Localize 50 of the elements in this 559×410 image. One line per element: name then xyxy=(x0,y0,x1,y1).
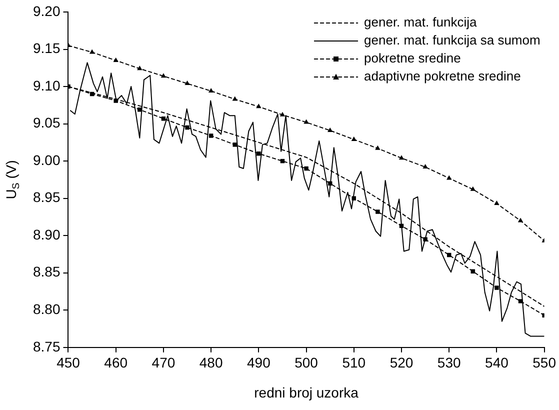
y-tick-label: 9.10 xyxy=(33,77,60,94)
point xyxy=(375,145,380,150)
point xyxy=(160,73,166,78)
x-axis-title: redni broj uzorka xyxy=(254,384,359,400)
point xyxy=(376,210,380,214)
legend-label: gener. mat. funkcija xyxy=(364,14,478,30)
legend-label: gener. mat. funkcija sa sumom xyxy=(364,32,540,48)
point xyxy=(184,80,190,86)
legend-label: adaptivne pokretne sredine xyxy=(364,68,521,84)
point xyxy=(494,286,499,290)
point xyxy=(351,136,356,141)
point xyxy=(494,200,500,206)
point xyxy=(304,166,308,171)
y-tick-label: 8.95 xyxy=(33,189,60,206)
x-tick-label: 490 xyxy=(246,354,271,371)
x-tick-label: 460 xyxy=(104,354,128,371)
x-tick-label: 480 xyxy=(199,354,223,371)
x-tick-label: 550 xyxy=(532,354,556,371)
x-tick-label: 510 xyxy=(342,354,366,371)
legend-label: pokretne sredine xyxy=(364,50,461,66)
point xyxy=(138,108,142,112)
y-tick-label: 9.20 xyxy=(33,2,60,19)
point xyxy=(280,112,286,116)
x-tick-label: 500 xyxy=(294,354,318,371)
y-tick-label: 8.85 xyxy=(33,264,60,280)
point xyxy=(518,218,524,222)
point xyxy=(470,186,476,191)
y-tick-label: 8.90 xyxy=(33,226,60,242)
point xyxy=(304,119,309,124)
point xyxy=(185,125,190,130)
point xyxy=(208,88,214,93)
y-tick-label: 8.80 xyxy=(33,300,60,317)
y-axis-title: US (V) xyxy=(2,160,22,200)
x-tick-label: 540 xyxy=(485,354,509,371)
point xyxy=(208,134,214,138)
y-tick-label: 8.75 xyxy=(33,338,60,354)
point xyxy=(398,155,404,160)
x-tick-label: 530 xyxy=(437,354,461,371)
x-tick-label: 470 xyxy=(152,354,176,371)
point xyxy=(137,66,142,70)
y-tick-label: 9.05 xyxy=(33,114,60,131)
point xyxy=(232,142,237,147)
y-tick-label: 9.15 xyxy=(33,40,60,56)
point xyxy=(422,164,428,169)
x-tick-label: 450 xyxy=(56,354,80,371)
point xyxy=(113,57,118,62)
y-tick-label: 9.00 xyxy=(33,152,60,168)
point xyxy=(256,151,261,156)
point xyxy=(327,128,333,132)
x-tick-label: 520 xyxy=(390,354,414,371)
